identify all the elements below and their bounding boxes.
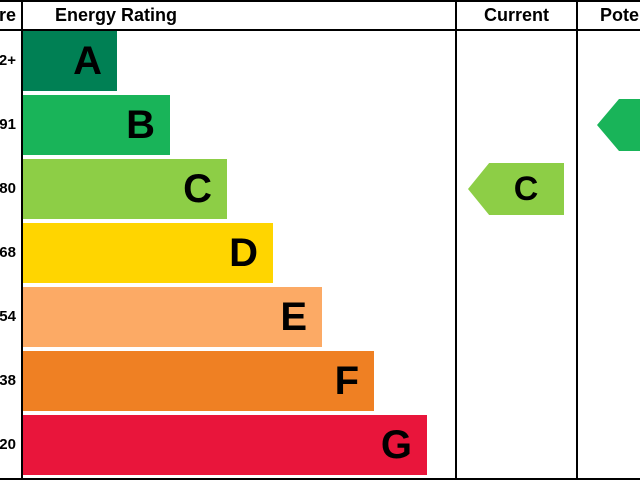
rating-band-a: A	[23, 31, 117, 91]
score-range-label: 21-38	[0, 372, 16, 389]
band-row-d: 55-68 D	[0, 223, 640, 283]
rating-band-c: C	[23, 159, 227, 219]
band-row-g: 1-20 G	[0, 415, 640, 475]
band-letter: C	[183, 167, 212, 211]
score-range-label: 39-54	[0, 308, 16, 325]
band-row-c: 69-80 C	[0, 159, 640, 219]
band-letter: D	[229, 231, 258, 275]
band-row-a: 92+ A	[0, 31, 640, 91]
rating-band-e: E	[23, 287, 322, 347]
current-rating-letter: C	[513, 170, 539, 208]
rating-band-g: G	[23, 415, 427, 475]
table-bottom-border	[0, 478, 640, 480]
band-row-e: 39-54 E	[0, 287, 640, 347]
score-range-label: 1-20	[0, 436, 16, 453]
score-range-label: 55-68	[0, 244, 16, 261]
potential-column-header: Potential	[599, 5, 640, 25]
energy-rating-header: Energy Rating	[55, 5, 178, 25]
header-divider	[0, 29, 640, 31]
band-letter: B	[126, 103, 155, 147]
band-letter: G	[380, 423, 412, 467]
band-row-b: 81-91 B	[0, 95, 640, 155]
table-top-border	[0, 0, 640, 2]
score-column-divider	[21, 0, 23, 480]
rating-band-f: F	[23, 351, 374, 411]
score-range-label: 92+	[0, 52, 16, 69]
score-range-label: 69-80	[0, 180, 16, 197]
rating-band-b: B	[23, 95, 170, 155]
band-letter: E	[280, 295, 307, 339]
band-letter: F	[334, 359, 359, 403]
score-range-label: 81-91	[0, 116, 16, 133]
band-row-f: 21-38 F	[0, 351, 640, 411]
band-letter: A	[73, 39, 102, 83]
current-column-header: Current	[483, 5, 549, 25]
score-column-header: Score	[0, 5, 16, 25]
current-column-divider	[455, 0, 457, 480]
current-rating-arrow: C	[468, 163, 564, 215]
rating-band-d: D	[23, 223, 273, 283]
potential-column-divider	[576, 0, 578, 480]
